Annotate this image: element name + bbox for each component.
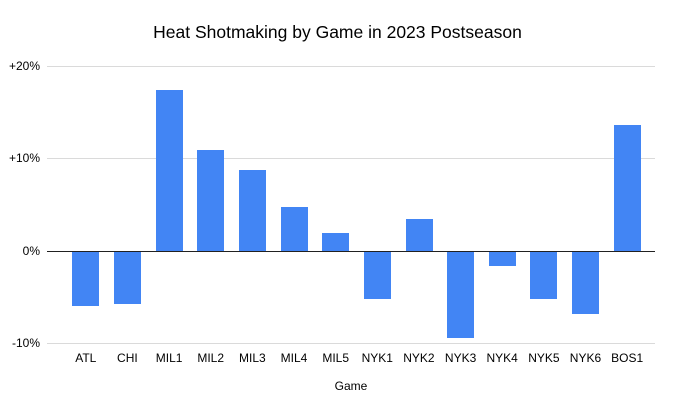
x-tick-label: NYK6 — [569, 351, 602, 365]
bar-nyk3 — [447, 251, 475, 339]
y-tick-label: 0% — [22, 243, 40, 258]
bar-nyk1 — [363, 251, 391, 299]
chart-title: Heat Shotmaking by Game in 2023 Postseas… — [153, 22, 522, 42]
x-tick-label: MIL2 — [197, 351, 225, 365]
bar-mil2 — [197, 150, 225, 251]
bar-nyk4 — [488, 251, 516, 266]
x-tick-label: MIL5 — [322, 351, 350, 365]
x-tick-label: ATL — [75, 351, 97, 365]
x-tick-label: NYK2 — [403, 351, 435, 365]
x-tick-label: NYK1 — [361, 351, 393, 365]
bar-mil4 — [280, 207, 308, 251]
bar-atl — [72, 251, 100, 307]
bar-nyk2 — [405, 219, 433, 251]
x-tick-label: MIL3 — [239, 351, 266, 365]
x-tick-label: CHI — [117, 351, 138, 365]
gridline — [47, 66, 655, 67]
gridline — [47, 343, 655, 344]
x-tick-label: NYK3 — [444, 351, 477, 365]
bar-mil1 — [155, 90, 183, 251]
zero-axis-line — [47, 250, 655, 252]
bar-mil5 — [322, 233, 350, 251]
plot-area: ATL CHI MIL1 MIL2 MIL3 MIL4 MIL5 NYK1 NYK2 NYK3 NY… — [47, 66, 655, 365]
x-tick-label: NYK4 — [486, 351, 518, 365]
bar-nyk6 — [572, 251, 599, 315]
bar-nyk5 — [530, 251, 558, 299]
y-tick-label: +20% — [8, 59, 40, 73]
x-tick-label: NYK5 — [528, 351, 560, 365]
bar-mil3 — [238, 170, 266, 251]
gridline — [47, 158, 655, 160]
x-tick-label: MIL1 — [155, 351, 183, 365]
bar-bos1 — [613, 125, 641, 251]
y-tick-label: +10% — [8, 151, 40, 166]
y-tick-label: -10% — [11, 336, 40, 350]
x-axis-title: Game — [334, 379, 368, 393]
x-tick-label: BOS1 — [611, 351, 644, 365]
bar-chi — [114, 251, 141, 305]
x-tick-label: MIL4 — [280, 351, 308, 365]
